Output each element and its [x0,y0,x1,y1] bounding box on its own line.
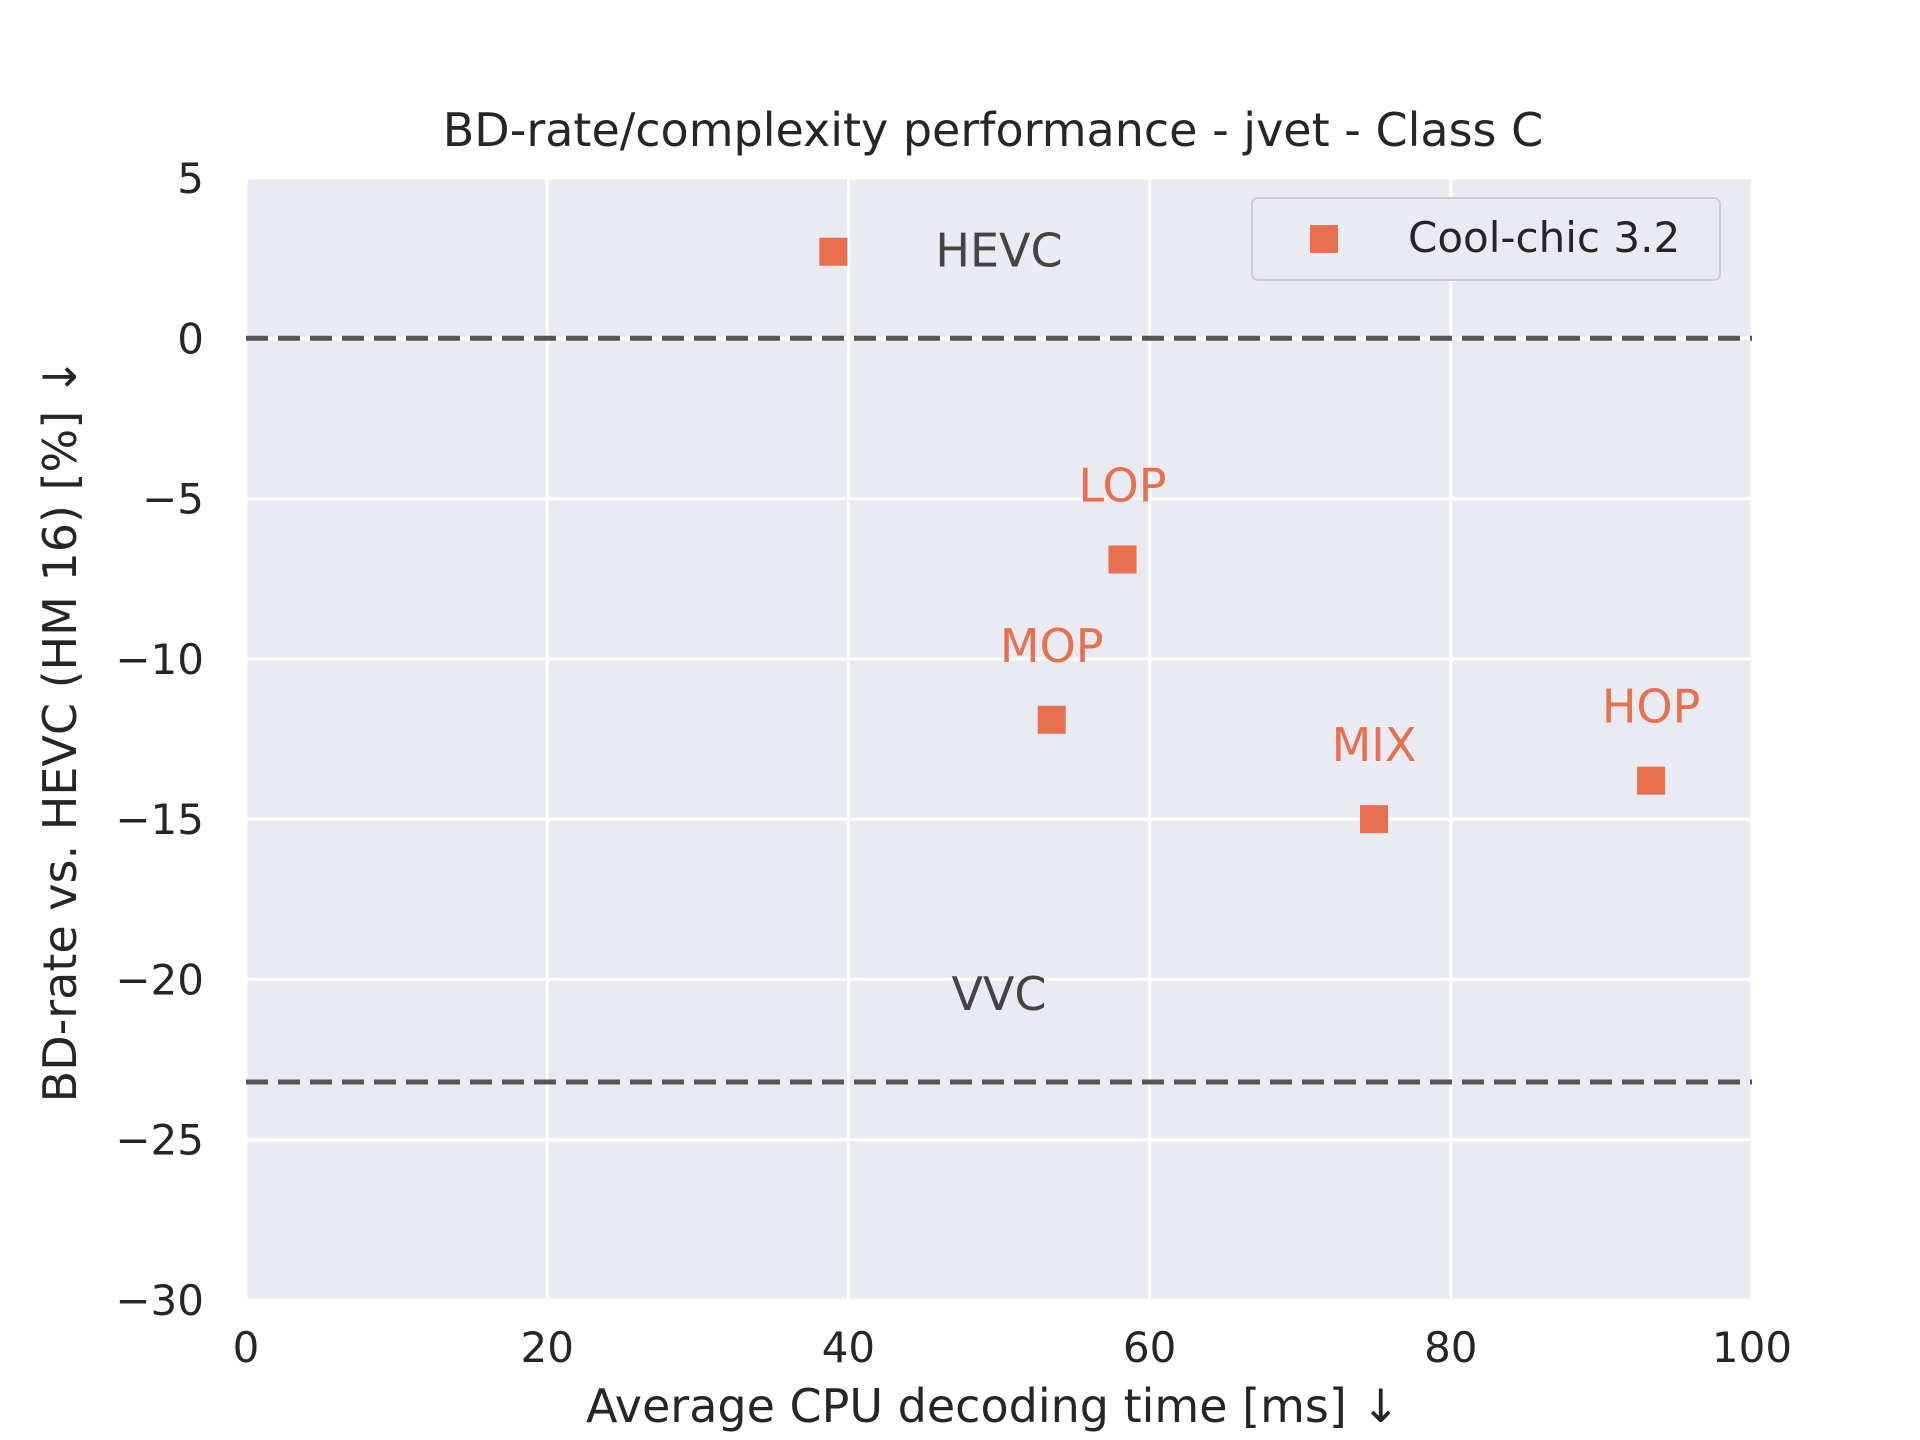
x-tick-label: 20 [520,1323,573,1372]
legend: Cool-chic 3.2 [1251,197,1721,281]
data-points: LOP MOP MIX HOP [819,237,1701,834]
y-tick-label: −5 [142,475,204,524]
x-tick-label: 40 [822,1323,875,1372]
y-tick-label: −30 [115,1276,204,1325]
point-label: LOP [1079,458,1167,512]
reference-label-hevc: HEVC [935,223,1062,277]
reference-label-vvc: VVC [951,967,1046,1021]
legend-label: Cool-chic 3.2 [1408,213,1680,262]
y-tick-label: −15 [115,795,204,844]
x-axis-label: Average CPU decoding time [ms] ↓ [586,1379,1400,1433]
point-label: MOP [1000,619,1104,673]
point-label: MIX [1332,718,1417,772]
x-tick-label: 0 [233,1323,260,1372]
chart-title: BD-rate/complexity performance - jvet - … [443,103,1544,157]
y-tick-label: −25 [115,1116,204,1165]
y-tick-label: −10 [115,635,204,684]
x-tick-labels: 0 20 40 60 80 100 [233,1323,1792,1372]
grid [244,176,1754,1302]
data-point [1637,766,1666,795]
x-tick-label: 80 [1424,1323,1477,1372]
legend-marker [1310,225,1338,253]
x-tick-label: 100 [1712,1323,1792,1372]
y-tick-label: 0 [177,314,204,363]
y-tick-label: −20 [115,955,204,1004]
legend-box [1251,197,1721,281]
x-tick-label: 60 [1123,1323,1176,1372]
reference-lines: HEVC VVC [246,223,1752,1085]
y-tick-label: 5 [177,154,204,203]
data-point [819,237,848,266]
data-point [1359,805,1388,834]
y-tick-labels: 5 0 −5 −10 −15 −20 −25 −30 [115,154,204,1325]
point-label: HOP [1602,680,1701,734]
plot-area [246,178,1752,1300]
y-axis-label: BD-rate vs. HEVC (HM 16) [%] ↓ [33,358,87,1103]
data-point [1108,545,1137,574]
data-point [1037,705,1066,734]
